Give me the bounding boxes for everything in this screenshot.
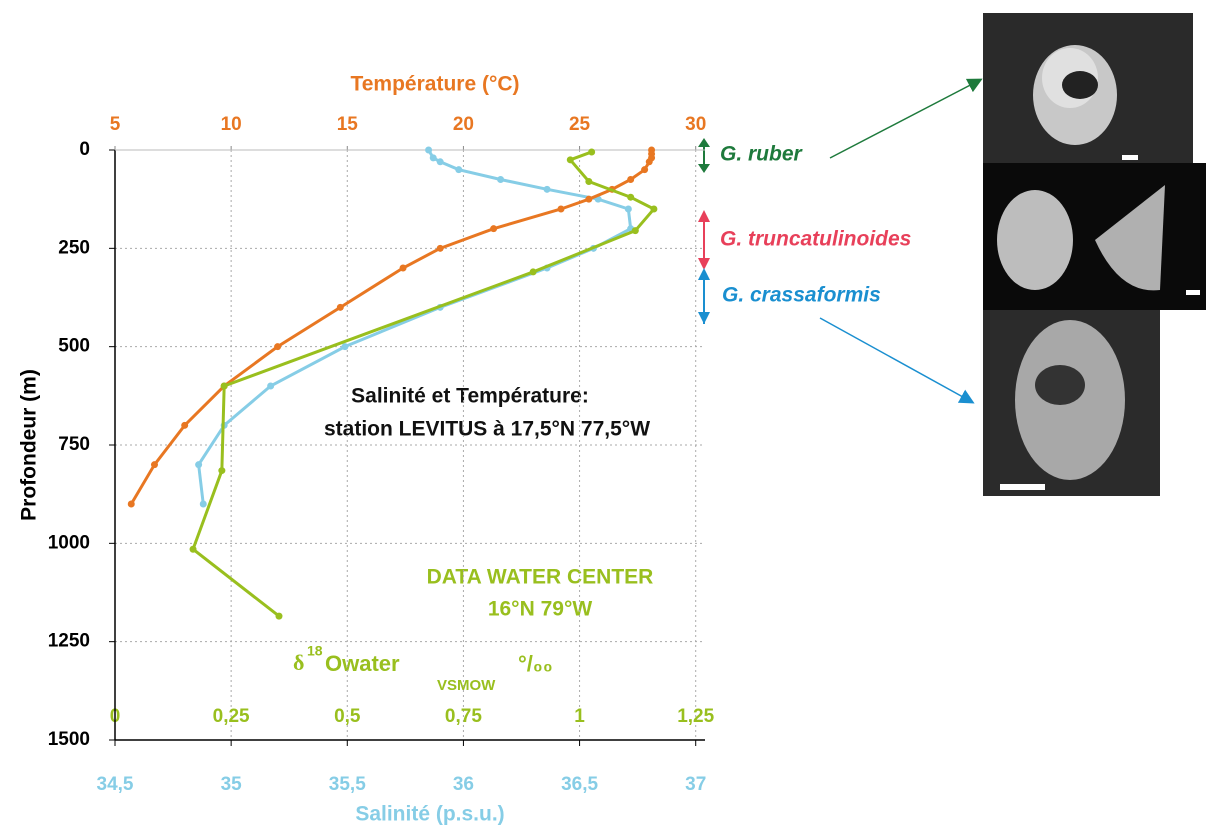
label-part: °/₀₀	[518, 651, 553, 676]
x-tick-label: 37	[685, 774, 706, 795]
data-point	[627, 193, 635, 201]
label-part: δ	[293, 650, 304, 675]
data-point	[181, 421, 189, 429]
x-tick-label: 15	[337, 114, 359, 135]
x-tick-label: 20	[453, 114, 474, 135]
data-point	[436, 158, 444, 166]
species-label: G. crassaformis	[722, 284, 881, 307]
data-point	[497, 176, 505, 183]
x-tick-label: 25	[569, 114, 591, 135]
data-point	[267, 382, 275, 390]
y-tick-label: 250	[58, 237, 90, 258]
data-point	[275, 612, 283, 620]
data-point	[220, 382, 228, 390]
x-tick-label: 36,5	[561, 774, 598, 795]
photos	[983, 13, 1206, 496]
x-axis-label: Température (°C)	[350, 73, 519, 96]
species-label: G. ruber	[720, 143, 804, 166]
x-tick-label: 35,5	[329, 774, 366, 795]
x-tick-label: 10	[221, 114, 242, 135]
data-point	[195, 461, 203, 469]
data-point	[490, 225, 498, 233]
profile-line	[197, 149, 633, 505]
y-tick-label: 1250	[48, 631, 90, 652]
grid	[115, 150, 705, 740]
arrow	[819, 317, 975, 404]
data-point	[627, 176, 635, 183]
data-point	[641, 166, 649, 174]
data-point	[585, 195, 593, 203]
y-tick-label: 500	[58, 336, 90, 357]
x-tick-label: 36	[453, 774, 474, 795]
x-tick-label: 0,75	[445, 706, 482, 727]
x-tick-label: 0,25	[213, 706, 250, 727]
data-point	[127, 500, 135, 508]
data-point	[189, 545, 197, 553]
annotation: station LEVITUS à 17,5°N 77,5°W	[324, 418, 650, 441]
annotation: 16°N 79°W	[488, 598, 593, 621]
data-point	[341, 343, 349, 351]
data-point	[218, 467, 226, 475]
data-point	[150, 461, 158, 469]
data-point	[557, 205, 565, 213]
x-tick-label: 0,5	[334, 706, 361, 727]
data-point	[624, 205, 632, 213]
x-tick-label: 34,5	[97, 774, 134, 795]
data-point	[650, 205, 658, 213]
species-label: G. truncatulinoides	[720, 228, 911, 251]
y-tick-label: 750	[58, 434, 90, 455]
data-point	[585, 177, 593, 185]
y-axis-label: Profondeur (m)	[18, 369, 41, 521]
annotation: Salinité et Température:	[351, 385, 589, 408]
data-point	[399, 264, 407, 272]
data-point	[455, 166, 463, 174]
data-point	[425, 146, 433, 154]
data-point	[645, 158, 653, 166]
label-part: 18	[307, 643, 323, 659]
label-part: VSMOW	[437, 677, 496, 694]
y-tick-label: 0	[79, 139, 90, 160]
data-point	[631, 227, 639, 235]
data-point	[566, 156, 574, 164]
x-axis-label: Salinité (p.s.u.)	[355, 803, 504, 826]
annotation: DATA WATER CENTER	[427, 566, 654, 589]
depth-arrows	[698, 138, 710, 324]
data-point	[543, 185, 551, 193]
arrow	[829, 78, 983, 159]
data-point	[529, 268, 537, 276]
x-axis-label: δ 18 Owater VSMOW °/₀₀	[293, 643, 553, 694]
data-point	[274, 343, 282, 351]
x-tick-label: 1,25	[677, 706, 714, 727]
label-part: Owater	[325, 651, 400, 676]
data-point	[336, 303, 344, 311]
y-tick-label: 1000	[48, 532, 90, 553]
x-tick-label: 1	[574, 706, 585, 727]
data-point	[588, 148, 596, 156]
x-tick-label: 35	[221, 774, 243, 795]
x-tick-label: 5	[110, 114, 121, 135]
x-tick-label: 30	[685, 114, 706, 135]
data-point	[436, 244, 444, 252]
y-tick-label: 1500	[48, 729, 90, 750]
data-point	[199, 500, 207, 508]
data-point	[429, 154, 437, 162]
